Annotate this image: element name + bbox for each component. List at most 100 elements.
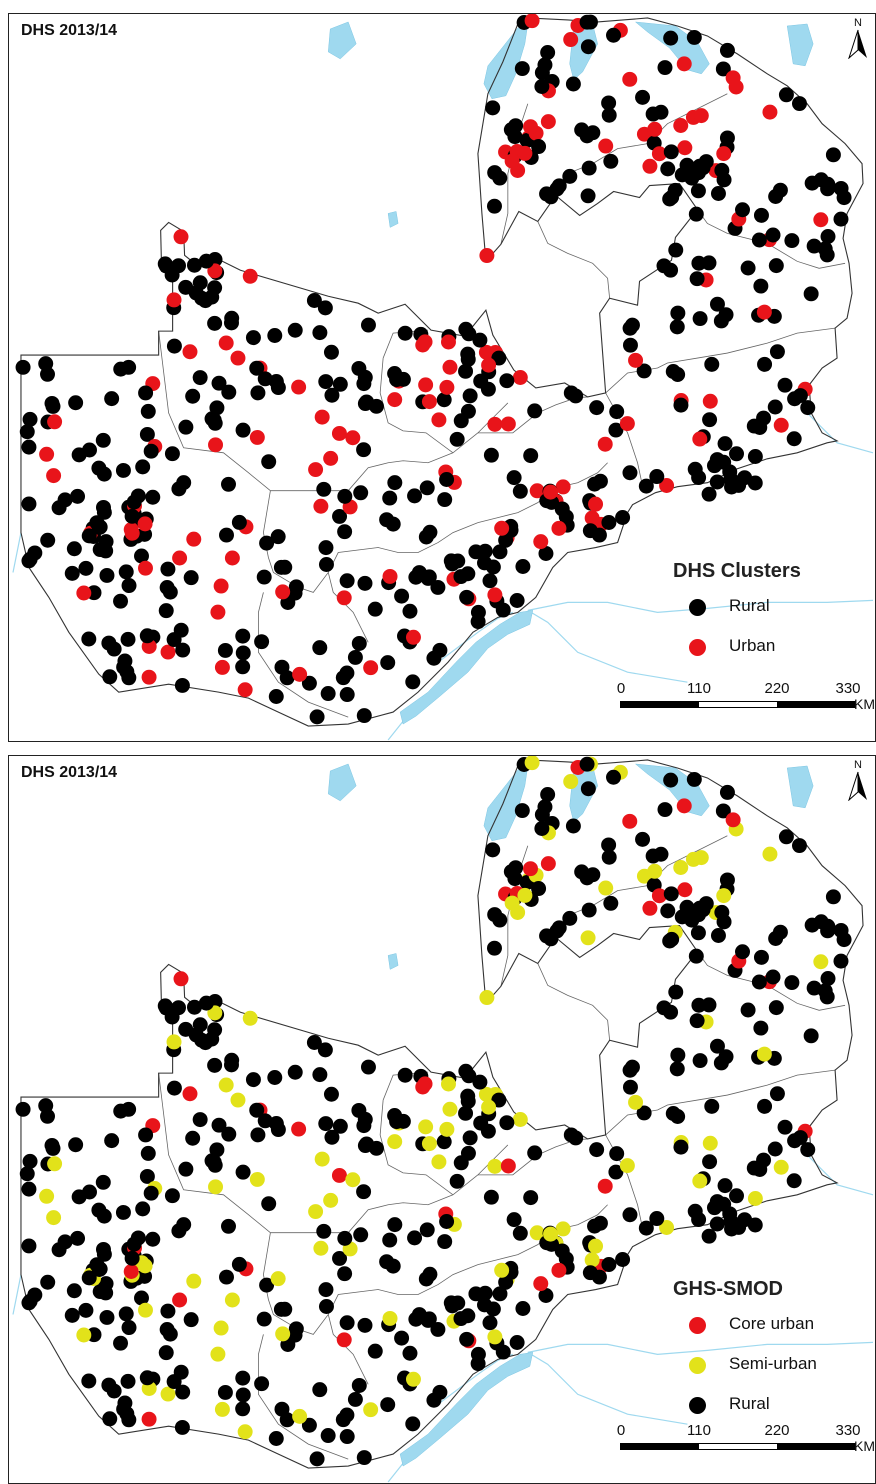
urban-cluster-point: [642, 158, 658, 174]
rural-cluster-point: [21, 1181, 37, 1197]
rural-cluster-point: [382, 1232, 398, 1248]
semi-urban-point: [39, 1188, 55, 1204]
rural-cluster-point: [339, 1429, 355, 1445]
scale-tick: 220: [764, 1422, 790, 1439]
rural-cluster-point: [459, 589, 475, 605]
rural-cluster-point: [95, 1174, 111, 1190]
urban-cluster-point: [336, 590, 352, 606]
rural-cluster-point: [492, 1286, 508, 1302]
rural-cluster-point: [96, 504, 112, 520]
urban-cluster-point: [137, 516, 153, 532]
rural-cluster-point: [587, 476, 603, 492]
semi-urban-point: [210, 1346, 226, 1362]
rural-cluster-point: [27, 545, 43, 561]
urban-cluster-point: [773, 417, 789, 433]
river-line: [12, 1274, 22, 1315]
rural-cluster-point: [279, 1412, 295, 1428]
rural-cluster-point: [470, 614, 486, 630]
rural-cluster-point: [145, 489, 161, 505]
rural-cluster-point: [813, 172, 829, 188]
semi-urban-point: [762, 846, 778, 862]
rural-cluster-point: [359, 1136, 375, 1152]
rural-cluster-point: [21, 496, 37, 512]
urban-cluster-point: [677, 140, 693, 156]
river-line: [527, 599, 874, 613]
rural-cluster-point: [523, 1190, 539, 1206]
rural-cluster-point: [701, 255, 717, 271]
semi-urban-point: [702, 1135, 718, 1151]
rural-cluster-point: [337, 524, 353, 540]
semi-urban-point: [418, 1119, 434, 1135]
semi-urban-point: [439, 1121, 455, 1137]
rural-cluster-point: [91, 1202, 107, 1218]
rural-cluster-point: [316, 1223, 332, 1239]
river-line: [527, 1341, 874, 1355]
rural-cluster-point: [825, 889, 841, 905]
rural-cluster-point: [118, 1306, 134, 1322]
river-line: [387, 1461, 405, 1483]
rural-cluster-point: [385, 1258, 401, 1274]
urban-cluster-point: [47, 414, 63, 430]
scale-bar: 0 110 220 330 KM: [617, 1422, 875, 1462]
rural-cluster-point: [113, 593, 129, 609]
rural-cluster-point: [719, 784, 735, 800]
rural-cluster-point: [176, 1217, 192, 1233]
urban-cluster-point: [494, 520, 510, 536]
rural-cluster-point: [318, 374, 334, 390]
rural-cluster-point: [606, 769, 621, 785]
rural-cluster-point: [485, 100, 501, 116]
rural-cluster-point: [507, 871, 523, 887]
province-boundary: [258, 1334, 349, 1460]
rural-cluster-point: [347, 649, 363, 665]
rural-cluster-point: [635, 831, 651, 847]
rural-cluster-point: [186, 999, 202, 1015]
semi-urban-point: [628, 1094, 644, 1110]
rural-cluster-point: [499, 373, 515, 389]
rural-cluster-point: [601, 515, 617, 530]
rural-cluster-point: [217, 1384, 233, 1400]
rural-cluster-point: [691, 1212, 707, 1228]
rural-cluster-point: [134, 1290, 149, 1306]
rural-cluster-point: [219, 527, 234, 543]
lake-shape: [634, 763, 710, 817]
urban-cluster-point: [543, 484, 559, 500]
rural-cluster-point: [113, 1335, 129, 1351]
rural-cluster-point: [458, 1063, 474, 1079]
rural-cluster-point: [104, 1133, 120, 1149]
rural-cluster-point: [669, 1061, 685, 1077]
rural-cluster-point: [407, 1230, 423, 1246]
rural-cluster-point: [40, 532, 56, 548]
semi-urban-point: [487, 1158, 503, 1174]
rural-cluster-point: [582, 1265, 598, 1281]
legend-item-rural: Rural: [673, 1387, 783, 1427]
rural-cluster-point: [380, 1397, 396, 1413]
rural-cluster-point: [81, 1373, 97, 1389]
rural-cluster-point: [356, 442, 372, 458]
urban-cluster-point: [529, 483, 545, 499]
rural-cluster-point: [777, 1119, 793, 1135]
rural-cluster-point: [106, 1383, 122, 1399]
rural-cluster-point: [472, 332, 488, 348]
legend-ghs: GHS-SMOD Core urban Semi-urban Rural: [673, 1278, 817, 1427]
urban-cluster-point: [716, 146, 732, 162]
rural-cluster-point: [603, 895, 619, 911]
core-urban-point: [173, 971, 189, 987]
rural-cluster-point: [387, 1217, 403, 1233]
urban-cluster-point: [224, 550, 240, 566]
rural-cluster-point: [765, 227, 781, 243]
rural-cluster-point: [704, 1098, 720, 1114]
rural-cluster-point: [268, 1431, 284, 1447]
rural-cluster-point: [178, 1161, 194, 1177]
rural-cluster-point: [660, 903, 676, 919]
rural-cluster-point: [622, 337, 638, 353]
rural-cluster-point: [397, 1067, 413, 1083]
rural-cluster-point: [558, 509, 574, 525]
urban-cluster-point: [166, 292, 182, 308]
rural-cluster-point: [324, 1129, 340, 1145]
rural-cluster-point: [320, 686, 336, 702]
rural-cluster-point: [803, 1028, 819, 1044]
rural-cluster-point: [436, 1134, 452, 1150]
legend-core-urban-dot-icon: [689, 1317, 706, 1334]
rural-cluster-point: [175, 1384, 191, 1400]
rural-cluster-point: [397, 325, 413, 341]
